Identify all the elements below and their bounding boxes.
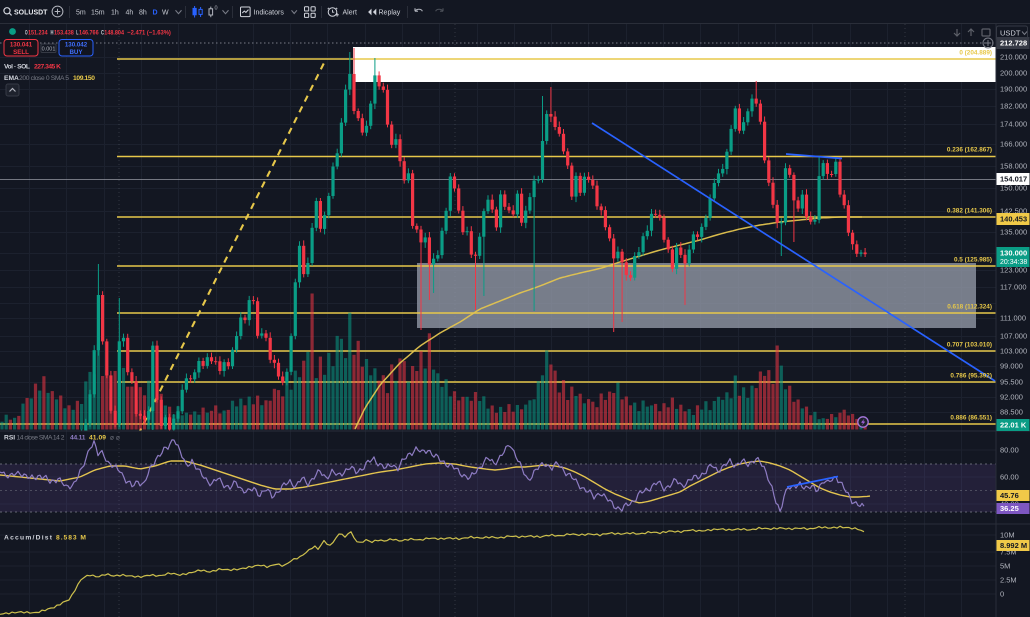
svg-text:0.707 (103.010): 0.707 (103.010) (947, 342, 992, 349)
svg-text:8h: 8h (139, 9, 147, 16)
svg-text:174.000: 174.000 (1000, 120, 1027, 129)
svg-text:151.234: 151.234 (28, 30, 48, 37)
svg-text:130.041: 130.041 (10, 42, 33, 49)
svg-text:130.000: 130.000 (1000, 249, 1027, 258)
svg-text:0.382 (141.306): 0.382 (141.306) (947, 208, 992, 215)
svg-text:W: W (162, 9, 169, 16)
svg-text:5M: 5M (1000, 562, 1010, 571)
svg-text:107.000: 107.000 (1000, 332, 1027, 341)
svg-text:22.01 K: 22.01 K (1000, 421, 1027, 430)
svg-text:190.000: 190.000 (1000, 85, 1027, 94)
svg-text:1h: 1h (111, 9, 119, 16)
svg-text:45.76: 45.76 (1000, 491, 1019, 500)
svg-text:135.000: 135.000 (1000, 228, 1027, 237)
svg-text:103.000: 103.000 (1000, 347, 1027, 356)
svg-text:20:34:38: 20:34:38 (1000, 259, 1027, 266)
svg-text:111.000: 111.000 (1000, 314, 1026, 323)
svg-text:36.25: 36.25 (1000, 504, 1019, 513)
svg-text:8.583 M: 8.583 M (56, 535, 86, 542)
svg-text:60.00: 60.00 (1000, 473, 1019, 482)
svg-text:Replay: Replay (379, 9, 401, 16)
svg-text:USDT: USDT (1000, 29, 1021, 38)
svg-text:140.453: 140.453 (1000, 215, 1027, 224)
svg-text:⌀ ⌀: ⌀ ⌀ (110, 435, 120, 442)
svg-text:146.766: 146.766 (79, 30, 99, 37)
svg-text:0.618 (112.324): 0.618 (112.324) (947, 304, 992, 311)
svg-text:158.000: 158.000 (1000, 162, 1027, 171)
svg-text:44.11: 44.11 (70, 435, 86, 442)
svg-text:0 (204.889): 0 (204.889) (959, 50, 992, 57)
svg-text:153.438: 153.438 (54, 30, 74, 37)
svg-text:C: C (101, 30, 104, 37)
svg-text:O: O (25, 30, 28, 37)
svg-text:Alert: Alert (343, 9, 357, 16)
svg-text:227.345 K: 227.345 K (34, 64, 61, 71)
svg-text:4h: 4h (126, 9, 134, 16)
svg-text:41.09: 41.09 (89, 435, 106, 442)
svg-text:5m: 5m (76, 9, 86, 16)
svg-text:200.000: 200.000 (1000, 69, 1027, 78)
svg-text:BUY: BUY (69, 49, 83, 56)
svg-text:8.992 M: 8.992 M (1000, 541, 1027, 550)
svg-text:−2.471 (−1.63%): −2.471 (−1.63%) (127, 30, 171, 37)
svg-text:H: H (51, 30, 54, 37)
svg-text:148.804: 148.804 (104, 30, 124, 37)
svg-text:182.000: 182.000 (1000, 102, 1027, 111)
svg-text:EMA: EMA (4, 75, 19, 82)
svg-text:80.00: 80.00 (1000, 446, 1019, 455)
svg-text:0: 0 (1000, 590, 1004, 599)
svg-text:88.500: 88.500 (1000, 408, 1023, 417)
svg-text:14 close SMA 14 2: 14 close SMA 14 2 (17, 435, 65, 442)
svg-text:0.001: 0.001 (42, 47, 56, 53)
svg-text:L: L (76, 30, 78, 37)
svg-text:Indicators: Indicators (254, 9, 285, 16)
svg-text:Vol · SOL: Vol · SOL (4, 64, 30, 71)
svg-text:212.728: 212.728 (1000, 39, 1027, 48)
svg-text:2.5M: 2.5M (1000, 576, 1017, 585)
svg-text:0.236 (162.867): 0.236 (162.867) (947, 147, 992, 154)
svg-text:150.000: 150.000 (1000, 184, 1027, 193)
svg-text:154.017: 154.017 (1000, 175, 1027, 184)
svg-text:92.000: 92.000 (1000, 393, 1023, 402)
svg-text:7.5M: 7.5M (1000, 548, 1017, 557)
svg-text:D: D (153, 9, 158, 16)
svg-text:130.042: 130.042 (65, 42, 88, 49)
svg-text:200 close 0 SMA 5: 200 close 0 SMA 5 (19, 75, 69, 82)
svg-text:210.000: 210.000 (1000, 53, 1027, 62)
svg-text:95.500: 95.500 (1000, 378, 1023, 387)
svg-text:0.5 (125.985): 0.5 (125.985) (954, 257, 992, 264)
svg-text:117.000: 117.000 (1000, 283, 1027, 292)
svg-text:15m: 15m (91, 9, 105, 16)
svg-text:0.786 (95.392): 0.786 (95.392) (950, 373, 992, 380)
svg-text:123.000: 123.000 (1000, 266, 1027, 275)
svg-text:10M: 10M (1000, 531, 1015, 540)
svg-text:99.000: 99.000 (1000, 362, 1023, 371)
svg-text:RSI: RSI (4, 435, 15, 442)
svg-text:0.886 (86.551): 0.886 (86.551) (950, 415, 992, 422)
svg-text:166.000: 166.000 (1000, 140, 1027, 149)
svg-text:0: 0 (215, 6, 218, 12)
svg-text:Accum/Dist: Accum/Dist (4, 535, 53, 542)
svg-text:109.150: 109.150 (73, 75, 95, 82)
svg-text:SOLUSDT: SOLUSDT (14, 9, 48, 16)
svg-text:142.500: 142.500 (1000, 207, 1027, 216)
svg-text:SELL: SELL (13, 49, 29, 56)
